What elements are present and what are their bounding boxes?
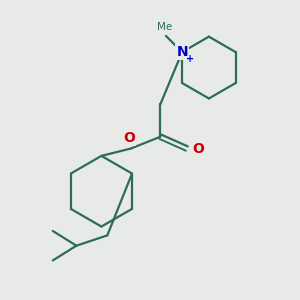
Text: O: O (192, 142, 204, 155)
Text: Me: Me (157, 22, 172, 32)
Text: +: + (186, 54, 194, 64)
Text: N: N (176, 45, 188, 59)
Text: O: O (124, 131, 135, 145)
